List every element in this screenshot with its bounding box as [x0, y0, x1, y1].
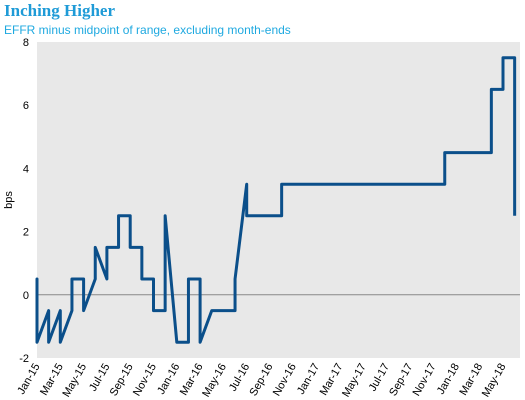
x-tick-label: Nov-16 [271, 362, 299, 399]
y-axis-label: bps [3, 191, 15, 209]
x-tick-label: Nov-17 [411, 362, 439, 399]
chart-subtitle: EFFR minus midpoint of range, excluding … [4, 23, 291, 37]
y-tick-label: 4 [23, 163, 29, 175]
y-tick-label: 2 [23, 227, 29, 239]
plot-area [37, 42, 520, 358]
y-tick-label: 0 [23, 290, 29, 302]
y-tick-label: 6 [23, 100, 29, 112]
chart-title: Inching Higher [4, 1, 115, 20]
y-tick-label: 8 [23, 37, 29, 49]
line-series [35, 56, 517, 344]
x-tick-label: Nov-15 [131, 362, 159, 399]
y-tick-label: -2 [19, 353, 29, 365]
